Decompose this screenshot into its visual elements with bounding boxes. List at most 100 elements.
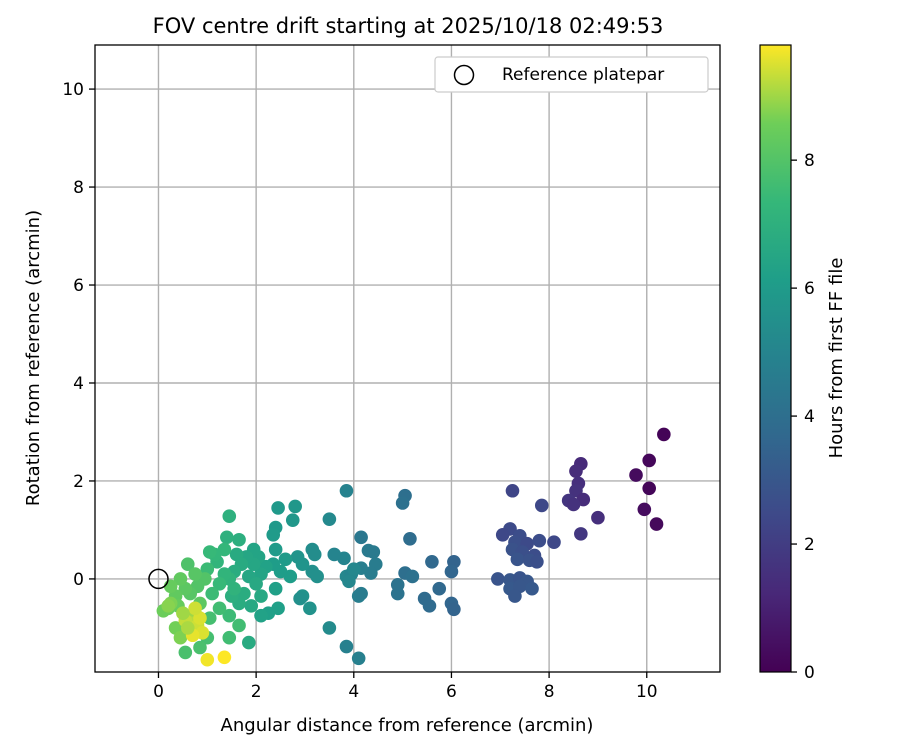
scatter-point xyxy=(242,635,256,650)
scatter-point xyxy=(268,542,283,557)
scatter-point xyxy=(188,567,202,581)
y-tick-label: 2 xyxy=(73,472,84,492)
scatter-point xyxy=(354,530,368,545)
y-tick-label: 0 xyxy=(73,570,84,590)
scatter-point xyxy=(530,554,544,569)
scatter-point xyxy=(222,608,237,623)
scatter-point xyxy=(268,581,283,596)
scatter-point xyxy=(202,611,217,625)
scatter-point xyxy=(566,497,581,512)
scatter-point xyxy=(202,545,217,559)
scatter-point xyxy=(505,483,520,498)
scatter-point xyxy=(508,589,522,603)
scatter-point xyxy=(532,533,547,548)
scatter-point xyxy=(303,601,317,616)
scatter-point xyxy=(491,572,505,586)
colorbar: 0 2 4 6 8 Hours from first FF file xyxy=(759,44,847,683)
x-tick-label: 8 xyxy=(544,682,555,702)
y-tick-label: 8 xyxy=(73,178,84,198)
scatter-point xyxy=(232,618,246,633)
scatter-point xyxy=(425,554,439,569)
scatter-point xyxy=(534,498,549,513)
scatter-point xyxy=(629,468,643,482)
x-tick-label: 6 xyxy=(446,682,457,702)
scatter-point xyxy=(591,510,605,525)
scatter-point xyxy=(173,572,188,586)
scatter-point xyxy=(307,547,322,562)
scatter-point xyxy=(180,557,195,572)
scatter-point xyxy=(188,601,202,616)
scatter-point xyxy=(222,630,237,645)
chart-title: FOV centre drift starting at 2025/10/18 … xyxy=(153,14,664,38)
legend-label: Reference platepar xyxy=(502,65,664,85)
scatter-point xyxy=(161,599,176,613)
scatter-point xyxy=(346,562,361,576)
scatter-point xyxy=(232,532,246,547)
axis-ticks: 0 2 4 6 8 10 0 2 4 6 8 10 xyxy=(62,80,657,702)
legend-box xyxy=(434,56,709,93)
scatter-point xyxy=(642,481,656,496)
scatter-point xyxy=(547,535,561,549)
colorbar-tick-label: 8 xyxy=(804,151,815,171)
scatter-point xyxy=(327,547,342,562)
scatter-point xyxy=(642,453,656,468)
scatter-point xyxy=(176,606,190,621)
colorbar-tick-label: 0 xyxy=(804,663,815,683)
reference-point-marker xyxy=(148,568,169,590)
y-axis-label: Rotation from reference (arcmin) xyxy=(23,210,44,506)
scatter-point xyxy=(254,608,268,623)
scatter-point xyxy=(510,552,525,567)
y-tick-label: 10 xyxy=(62,80,84,100)
scatter-point xyxy=(495,528,510,542)
x-axis-label: Angular distance from reference (arcmin) xyxy=(221,715,594,736)
y-tick-label: 6 xyxy=(73,276,84,296)
scatter-point xyxy=(220,530,234,545)
scatter-point xyxy=(173,630,188,645)
scatter-point xyxy=(163,579,178,594)
x-tick-label: 0 xyxy=(153,682,164,702)
scatter-point xyxy=(193,640,207,655)
scatter-point xyxy=(637,502,652,517)
scatter-point xyxy=(271,501,285,515)
scatter-point xyxy=(432,581,447,596)
scatter-point xyxy=(322,621,337,635)
scatter-point xyxy=(322,512,337,526)
scatter-point xyxy=(649,517,664,531)
scatter-point xyxy=(290,550,305,564)
scatter-point xyxy=(180,621,195,635)
colorbar-label: Hours from first FF file xyxy=(826,258,847,459)
scatter-point xyxy=(390,586,405,601)
scatter-point xyxy=(254,589,268,603)
scatter-point xyxy=(205,586,219,601)
scatter-point xyxy=(339,483,354,498)
scatter-point xyxy=(285,513,300,527)
scatter-point xyxy=(288,499,302,514)
scatter-point xyxy=(293,591,307,606)
grid-lines xyxy=(95,45,720,672)
scatter-point xyxy=(217,650,232,665)
colorbar-ticks: 0 2 4 6 8 xyxy=(791,151,815,683)
plot-frame xyxy=(94,44,721,673)
scatter-point xyxy=(447,602,461,617)
scatter-point xyxy=(178,645,193,660)
scatter-point xyxy=(339,639,354,654)
legend-marker-icon xyxy=(453,64,475,86)
scatter-point xyxy=(366,545,381,559)
scatter-point xyxy=(244,599,259,613)
scatter-point xyxy=(310,569,324,584)
colorbar-tick-label: 4 xyxy=(804,407,815,427)
scatter-point xyxy=(417,591,432,606)
scatter-point xyxy=(444,564,459,579)
scatter-point xyxy=(249,577,263,591)
scatter-point xyxy=(395,496,410,510)
scatter-point xyxy=(574,527,588,541)
scatter-point xyxy=(278,552,293,567)
scatter-point xyxy=(222,509,237,524)
scatter-point xyxy=(342,574,356,589)
x-tick-label: 2 xyxy=(251,682,262,702)
scatter-point xyxy=(266,528,281,542)
scatter-point xyxy=(354,586,368,601)
scatter-point xyxy=(200,652,215,667)
